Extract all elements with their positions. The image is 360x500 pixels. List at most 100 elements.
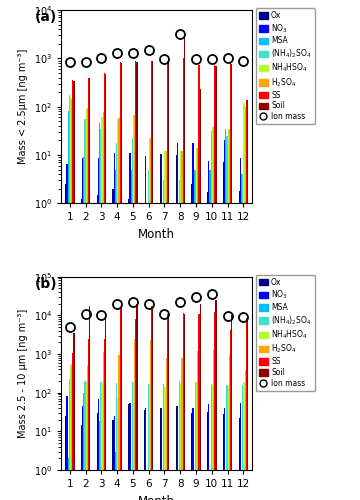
Bar bbox=[196, 382, 197, 500]
Bar bbox=[98, 398, 99, 500]
Bar bbox=[152, 306, 153, 500]
Bar bbox=[179, 180, 180, 500]
Bar bbox=[193, 408, 194, 500]
Bar bbox=[228, 128, 229, 500]
Bar bbox=[114, 153, 115, 500]
Bar bbox=[193, 142, 194, 500]
Bar bbox=[116, 142, 117, 500]
Bar bbox=[212, 386, 213, 500]
Bar bbox=[194, 470, 195, 500]
Bar bbox=[244, 370, 246, 500]
Bar bbox=[70, 366, 71, 500]
Bar bbox=[177, 406, 178, 500]
Text: (b): (b) bbox=[35, 276, 57, 290]
Bar bbox=[82, 406, 83, 500]
Bar bbox=[163, 180, 165, 500]
Bar bbox=[183, 58, 184, 500]
Bar bbox=[112, 188, 114, 500]
Bar bbox=[231, 316, 232, 500]
Bar bbox=[195, 170, 196, 500]
Bar bbox=[103, 352, 104, 500]
Bar bbox=[66, 164, 68, 500]
Bar bbox=[178, 204, 179, 500]
Bar bbox=[152, 61, 153, 500]
Bar bbox=[230, 62, 231, 500]
Bar bbox=[85, 381, 86, 500]
Bar bbox=[129, 402, 131, 500]
Bar bbox=[211, 384, 212, 500]
Bar bbox=[241, 174, 242, 500]
Bar bbox=[131, 170, 132, 500]
Bar bbox=[68, 112, 69, 500]
Bar bbox=[165, 387, 166, 500]
Bar bbox=[72, 80, 73, 500]
Bar bbox=[116, 384, 117, 500]
Bar bbox=[115, 452, 116, 500]
Bar bbox=[224, 140, 225, 500]
Bar bbox=[128, 404, 129, 500]
Bar bbox=[69, 95, 70, 500]
Bar bbox=[136, 304, 138, 500]
Bar bbox=[230, 330, 231, 500]
Bar bbox=[177, 142, 178, 500]
Bar bbox=[247, 100, 248, 500]
Bar bbox=[117, 119, 118, 500]
Bar bbox=[69, 378, 70, 500]
Bar bbox=[103, 112, 104, 500]
Bar bbox=[167, 314, 168, 500]
Bar bbox=[214, 65, 215, 500]
Bar bbox=[208, 404, 210, 500]
Bar bbox=[213, 127, 214, 500]
Bar bbox=[229, 355, 230, 500]
Y-axis label: Mass 2.5 - 10 μm [ng m⁻³]: Mass 2.5 - 10 μm [ng m⁻³] bbox=[18, 308, 28, 438]
Bar bbox=[117, 398, 118, 500]
Bar bbox=[120, 62, 121, 500]
Bar bbox=[147, 470, 148, 500]
Bar bbox=[81, 424, 82, 500]
X-axis label: Month: Month bbox=[138, 228, 175, 241]
Bar bbox=[151, 306, 152, 500]
Bar bbox=[66, 396, 68, 500]
Bar bbox=[132, 382, 133, 500]
Bar bbox=[87, 108, 88, 500]
Bar bbox=[210, 470, 211, 500]
Bar bbox=[88, 338, 89, 500]
Bar bbox=[133, 114, 134, 500]
Bar bbox=[184, 314, 185, 500]
Bar bbox=[215, 300, 216, 500]
Bar bbox=[199, 304, 201, 500]
Bar bbox=[180, 384, 181, 500]
Bar bbox=[197, 351, 198, 500]
Bar bbox=[102, 382, 103, 500]
Bar bbox=[229, 128, 230, 500]
Bar bbox=[68, 458, 69, 500]
Bar bbox=[242, 386, 243, 500]
Bar bbox=[215, 66, 216, 500]
Bar bbox=[198, 314, 199, 500]
Bar bbox=[147, 204, 148, 500]
Bar bbox=[149, 138, 150, 500]
Bar bbox=[228, 386, 229, 500]
Bar bbox=[82, 158, 83, 500]
Bar bbox=[65, 416, 66, 500]
Bar bbox=[247, 318, 248, 500]
Bar bbox=[191, 413, 193, 500]
X-axis label: Month: Month bbox=[138, 494, 175, 500]
Bar bbox=[224, 408, 225, 500]
Bar bbox=[212, 127, 213, 500]
Bar bbox=[213, 350, 214, 500]
Bar bbox=[211, 130, 212, 500]
Bar bbox=[100, 128, 102, 500]
Bar bbox=[242, 174, 243, 500]
Bar bbox=[87, 364, 88, 500]
Bar bbox=[99, 422, 100, 500]
Bar bbox=[240, 158, 241, 500]
Bar bbox=[240, 402, 241, 500]
Bar bbox=[246, 318, 247, 500]
Bar bbox=[168, 314, 169, 500]
Bar bbox=[197, 148, 198, 500]
Bar bbox=[162, 204, 163, 500]
Bar bbox=[131, 470, 132, 500]
Bar bbox=[214, 312, 215, 500]
Bar bbox=[149, 384, 150, 500]
